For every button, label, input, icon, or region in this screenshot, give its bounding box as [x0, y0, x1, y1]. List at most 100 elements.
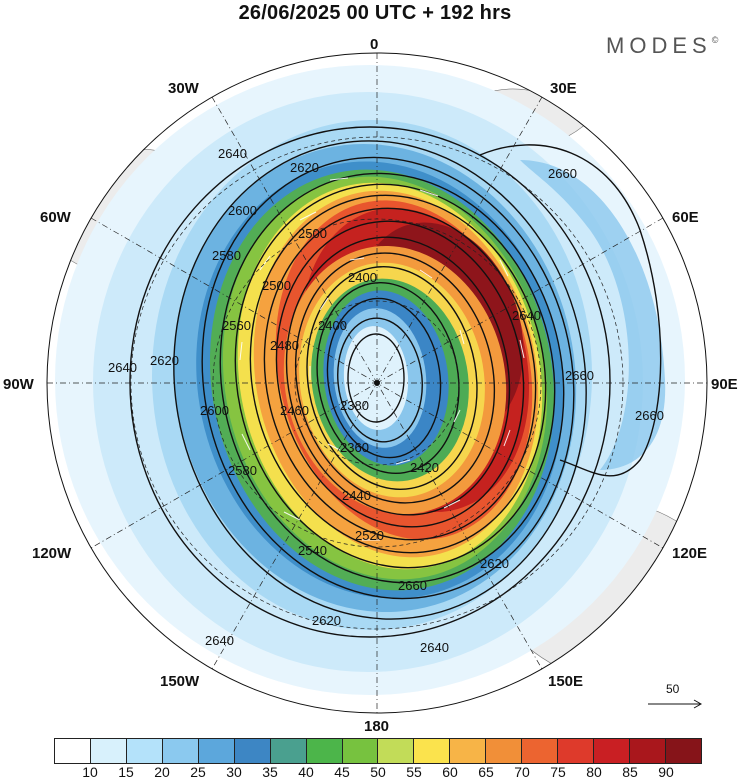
- contour-line: [294, 252, 496, 504]
- contour-label: 2400: [348, 270, 377, 285]
- label-60e: 60E: [672, 209, 699, 226]
- colorbar-swatch: [270, 739, 307, 763]
- contour-label: 2660: [548, 166, 577, 181]
- label-60w: 60W: [40, 209, 72, 226]
- contour-label: 2580: [212, 248, 241, 263]
- contour-label: 2660: [398, 578, 427, 593]
- contour-label: 2420: [410, 460, 439, 475]
- colorbar-tick-label: 25: [190, 764, 206, 780]
- contour-label: 2640: [420, 640, 449, 655]
- contour-line: [275, 220, 525, 528]
- contour-line: [201, 156, 575, 600]
- speed-band: [520, 160, 666, 470]
- contour-label: 2640: [108, 360, 137, 375]
- contour-label: 2540: [298, 543, 327, 558]
- contour-line: [173, 140, 587, 620]
- colorbar-swatch: [198, 739, 235, 763]
- label-30w: 30W: [168, 80, 200, 97]
- contour-label: 2660: [635, 408, 664, 423]
- contour-label: 2360: [340, 440, 369, 455]
- colorbar-swatch: [558, 739, 595, 763]
- colorbar-tick-label: 60: [442, 764, 458, 780]
- colorbar-tick-label: 85: [622, 764, 638, 780]
- colorbar-swatch: [486, 739, 523, 763]
- contour-value-labels: 2640 2620 2600 2580 2560 2500 2500 2480 …: [108, 146, 664, 655]
- colorbar-swatch: [630, 739, 666, 763]
- copyright-mark: ©: [711, 35, 719, 45]
- contour-line: [263, 207, 537, 541]
- colorbar-swatch: [665, 739, 701, 763]
- contour-line: [219, 172, 565, 584]
- colorbar-swatch: [522, 739, 559, 763]
- colorbar-ticks: 10 15 20 25 30 35 40 45 50 55 60 65 70 75 80 85 90: [54, 764, 702, 782]
- colorbar-swatch: [594, 739, 630, 763]
- contour-label: 2520: [355, 528, 384, 543]
- label-150w: 150W: [160, 673, 200, 690]
- colorbar-tick-label: 15: [118, 764, 134, 780]
- map-border: [46, 52, 708, 714]
- colorbar-swatch: [306, 739, 343, 763]
- contour-line: [249, 194, 547, 554]
- contour-label: 2440: [342, 488, 371, 503]
- contour-line: [347, 333, 405, 423]
- colorbar-swatch: [126, 739, 163, 763]
- colorbar-tick-label: 40: [298, 764, 314, 780]
- colorbar-tick-label: 50: [370, 764, 386, 780]
- colorbar-tick-label: 90: [658, 764, 674, 780]
- map-title: 26/06/2025 00 UTC + 192 hrs: [238, 2, 512, 24]
- label-120e: 120E: [672, 545, 707, 562]
- contour-label: 2500: [262, 278, 291, 293]
- contour-label: 2620: [312, 613, 341, 628]
- contour-label: 2640: [512, 308, 541, 323]
- colorbar-tick-label: 55: [406, 764, 422, 780]
- reference-arrow-icon: [648, 699, 703, 709]
- colorbar-tick-label: 45: [334, 764, 350, 780]
- longitude-labels: 0 30E 60E 90E 120E 150E 180 150W 120W 90…: [3, 36, 738, 735]
- colorbar-swatch: [55, 739, 91, 763]
- modes-logo: MODES©: [606, 33, 718, 59]
- contour-line: [129, 126, 611, 638]
- contour-label: 2620: [150, 353, 179, 368]
- contour-label: 2620: [480, 556, 509, 571]
- colorbar-swatch: [342, 739, 379, 763]
- logo-text: MODES: [606, 33, 712, 58]
- pole-marker: [374, 380, 380, 386]
- contour-line: [285, 236, 511, 516]
- contour-label: 2600: [200, 403, 229, 418]
- colorbar-swatch: [90, 739, 127, 763]
- contour-label: 2500: [298, 226, 327, 241]
- reference-vector-value: 50: [666, 682, 680, 696]
- label-90e: 90E: [711, 376, 738, 393]
- colorbar-swatch: [378, 739, 415, 763]
- label-90w: 90W: [3, 376, 35, 393]
- colorbar-tick-label: 20: [154, 764, 170, 780]
- contour-line: [337, 317, 423, 443]
- colorbar-tick-label: 75: [550, 764, 566, 780]
- contour-label: 2640: [205, 633, 234, 648]
- label-150e: 150E: [548, 673, 583, 690]
- colorbar-tick-label: 10: [82, 764, 98, 780]
- wind-vectors: [239, 177, 525, 541]
- contour-line: [326, 297, 442, 459]
- contour-label: 2660: [565, 368, 594, 383]
- colorbar-tick-label: 30: [226, 764, 242, 780]
- colorbar-tick-label: 35: [262, 764, 278, 780]
- contour-label: 2560: [222, 318, 251, 333]
- contour-label: 2460: [280, 403, 309, 418]
- colorbar: [54, 738, 702, 764]
- map-disc: [47, 53, 707, 713]
- label-120w: 120W: [32, 545, 72, 562]
- speed-band: [343, 326, 409, 430]
- colorbar-swatch: [450, 739, 487, 763]
- label-180: 180: [364, 718, 389, 735]
- contour-line: [306, 266, 478, 490]
- colorbar-tick-label: 70: [514, 764, 530, 780]
- label-0: 0: [370, 36, 378, 53]
- contour-line: [234, 183, 556, 569]
- colorbar-swatch: [414, 739, 451, 763]
- colorbar-swatch: [234, 739, 271, 763]
- contour-label: 2640: [218, 146, 247, 161]
- contour-label: 2620: [290, 160, 319, 175]
- contour-label: 2580: [228, 463, 257, 478]
